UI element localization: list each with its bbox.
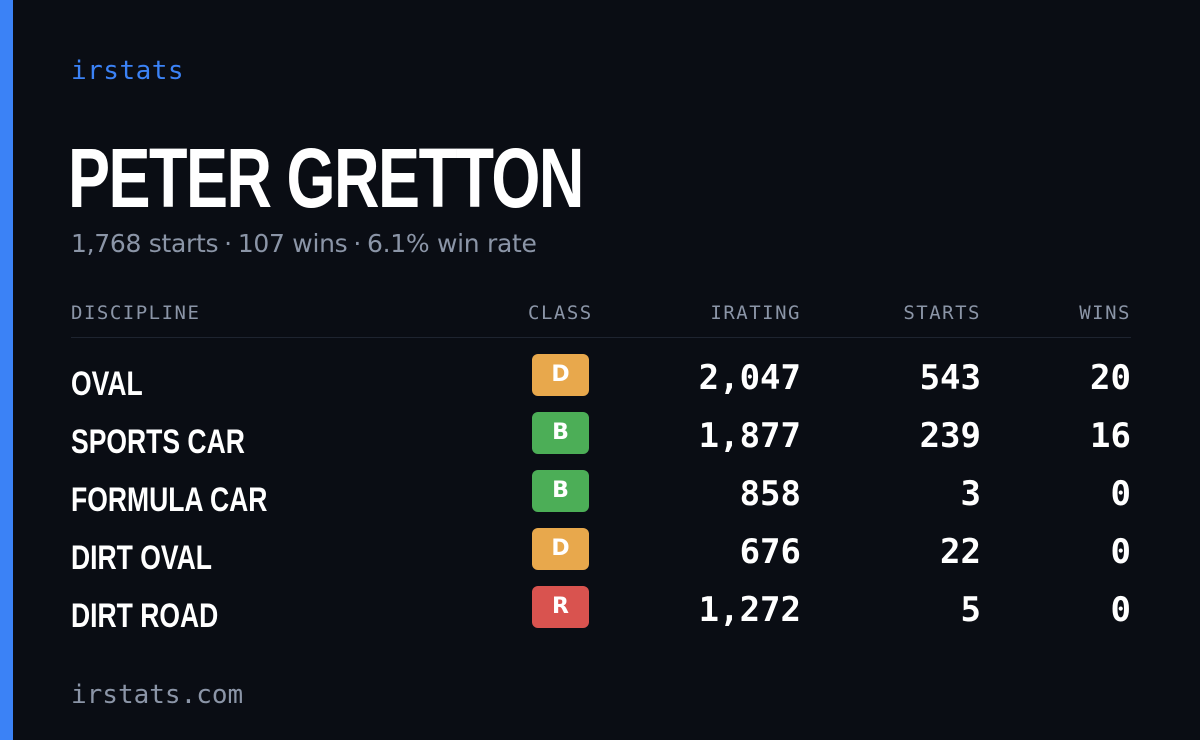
class-badge: D — [532, 528, 589, 570]
accent-bar — [0, 0, 13, 740]
discipline-name: DIRT OVAL — [71, 539, 212, 577]
table-row: DIRT ROAD R 1,272 5 0 — [71, 584, 1131, 642]
table-row: SPORTS CAR B 1,877 239 16 — [71, 410, 1131, 468]
summary-separator: · — [224, 229, 232, 258]
driver-summary: 1,768 starts · 107 wins · 6.1% win rate — [71, 229, 537, 258]
discipline-name: OVAL — [71, 365, 143, 403]
class-badge: R — [532, 586, 589, 628]
summary-separator: · — [353, 229, 362, 258]
wins-value: 16 — [1090, 416, 1131, 456]
table-header: DISCIPLINE CLASS IRATING STARTS WINS — [71, 302, 1131, 326]
wins-value: 0 — [1110, 474, 1131, 514]
table-row: OVAL D 2,047 543 20 — [71, 352, 1131, 410]
wins-summary: 107 wins — [237, 229, 348, 258]
header-irating: IRATING — [710, 302, 801, 324]
brand-logo[interactable]: irstats — [71, 56, 185, 86]
starts-value: 22 — [940, 532, 981, 572]
irating-value: 858 — [739, 474, 801, 514]
discipline-name: DIRT ROAD — [71, 597, 219, 635]
win-rate-summary: 6.1% win rate — [367, 229, 537, 258]
wins-value: 0 — [1110, 532, 1131, 572]
header-divider — [71, 337, 1131, 338]
table-row: DIRT OVAL D 676 22 0 — [71, 526, 1131, 584]
discipline-name: FORMULA CAR — [71, 481, 268, 519]
irating-value: 1,272 — [698, 590, 801, 630]
header-wins: WINS — [1079, 302, 1131, 324]
header-starts: STARTS — [903, 302, 981, 324]
wins-value: 0 — [1110, 590, 1131, 630]
class-badge: B — [532, 412, 589, 454]
footer-url[interactable]: irstats.com — [71, 680, 244, 710]
starts-value: 5 — [960, 590, 981, 630]
class-badge: B — [532, 470, 589, 512]
header-discipline: DISCIPLINE — [71, 302, 201, 324]
table-row: FORMULA CAR B 858 3 0 — [71, 468, 1131, 526]
starts-value: 239 — [919, 416, 981, 456]
header-class: CLASS — [528, 302, 593, 324]
starts-value: 543 — [919, 358, 981, 398]
discipline-table: OVAL D 2,047 543 20 SPORTS CAR B 1,877 2… — [71, 352, 1131, 642]
irating-value: 676 — [739, 532, 801, 572]
class-badge: D — [532, 354, 589, 396]
discipline-name: SPORTS CAR — [71, 423, 245, 461]
irating-value: 1,877 — [698, 416, 801, 456]
starts-value: 3 — [960, 474, 981, 514]
driver-name: PETER GRETTON — [68, 131, 584, 225]
wins-value: 20 — [1090, 358, 1131, 398]
irating-value: 2,047 — [698, 358, 801, 398]
starts-summary: 1,768 starts — [71, 229, 219, 258]
